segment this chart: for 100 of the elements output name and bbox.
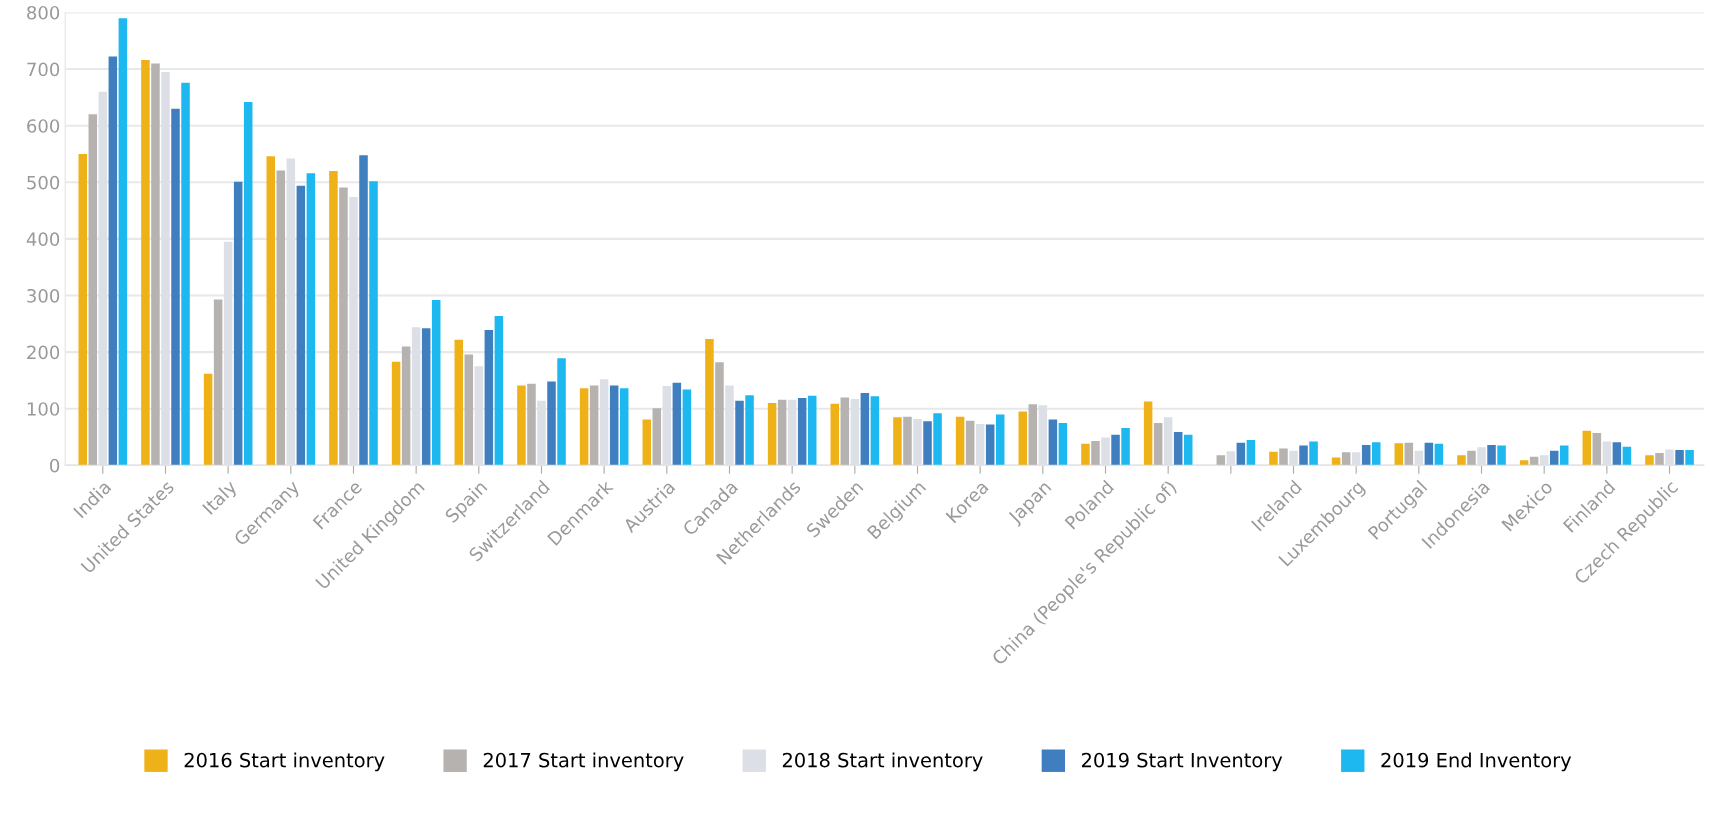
bar <box>1361 444 1371 466</box>
bar <box>557 358 566 466</box>
bar <box>1246 439 1256 466</box>
bar <box>705 339 714 466</box>
bar <box>1018 411 1028 466</box>
bar <box>431 300 441 466</box>
y-tick-label: 300 <box>27 288 60 303</box>
bar <box>1582 430 1592 466</box>
bar <box>965 420 975 466</box>
bar <box>589 385 599 466</box>
bar <box>1434 443 1444 466</box>
bar <box>329 170 338 466</box>
bar <box>807 395 817 466</box>
bar <box>1394 443 1404 466</box>
bar <box>1091 441 1100 466</box>
bar <box>118 18 128 466</box>
legend-label: 2018 Start inventory <box>782 752 983 772</box>
bar <box>1645 455 1654 466</box>
bar <box>1612 442 1622 466</box>
y-tick-label: 100 <box>27 402 60 416</box>
y-tick-label: 200 <box>27 345 60 360</box>
bar <box>1121 428 1130 466</box>
bar <box>985 424 995 466</box>
legend-label: 2016 Start inventory <box>184 752 385 772</box>
bar <box>181 82 190 466</box>
bar <box>1081 443 1090 466</box>
bar <box>1559 445 1569 466</box>
bar <box>1216 455 1226 466</box>
bar <box>642 419 652 466</box>
bar <box>1457 455 1466 466</box>
bar <box>933 413 942 466</box>
bar <box>1467 450 1476 466</box>
bar <box>359 155 368 466</box>
bar <box>1153 422 1163 466</box>
bar <box>609 385 619 466</box>
bar <box>1371 442 1381 466</box>
bar <box>454 339 464 466</box>
bar <box>893 417 902 466</box>
bar <box>672 382 682 466</box>
y-tick-label: 0 <box>50 458 60 473</box>
bar <box>1519 460 1529 466</box>
bar <box>78 153 88 466</box>
bar <box>203 373 213 466</box>
bar <box>306 173 316 466</box>
bar <box>1028 404 1038 466</box>
bar <box>1549 450 1559 466</box>
bar <box>1497 445 1506 466</box>
bar <box>484 330 494 466</box>
bar <box>213 299 223 466</box>
bar <box>1143 401 1153 466</box>
bar <box>1279 448 1288 466</box>
bar <box>1331 457 1341 466</box>
legend-label: 2019 End Inventory <box>1381 752 1572 772</box>
bar <box>151 63 160 466</box>
bar <box>777 399 787 466</box>
bar <box>652 408 662 466</box>
y-tick-label: 800 <box>27 5 60 20</box>
bar <box>903 416 912 466</box>
bar <box>1685 450 1694 466</box>
bar <box>797 397 807 466</box>
bar <box>391 361 401 466</box>
bar <box>619 388 629 466</box>
bar <box>296 185 306 466</box>
bar <box>1299 445 1308 466</box>
bar <box>517 385 526 466</box>
legend-label: 2019 Start Inventory <box>1081 752 1283 772</box>
y-tick-label: 500 <box>27 175 60 190</box>
bar <box>1404 442 1414 466</box>
bar <box>233 181 243 466</box>
bar <box>369 181 378 466</box>
bar <box>1183 434 1193 466</box>
bar <box>243 101 253 466</box>
bar <box>830 403 840 466</box>
bar <box>1655 452 1664 466</box>
bar <box>1622 446 1632 466</box>
bar <box>735 400 744 466</box>
bar <box>88 114 98 466</box>
bar <box>1341 452 1351 466</box>
bar <box>1236 442 1246 466</box>
y-tick-label: 600 <box>27 119 60 133</box>
bar <box>840 397 850 466</box>
bar <box>1487 444 1496 466</box>
bar <box>860 392 870 466</box>
bar <box>1592 433 1602 466</box>
bar <box>767 403 777 466</box>
bar <box>1058 422 1068 466</box>
bar <box>682 389 692 466</box>
bar <box>1675 450 1684 466</box>
bar <box>995 414 1005 466</box>
bar <box>715 362 724 466</box>
bar <box>547 381 556 466</box>
y-tick-label: 400 <box>26 232 60 247</box>
bar <box>923 421 932 466</box>
bar <box>1048 419 1058 466</box>
bar <box>266 156 276 466</box>
bar <box>579 388 589 466</box>
bar <box>870 396 880 466</box>
bar <box>1309 441 1318 466</box>
bar <box>171 108 180 466</box>
bar <box>1424 442 1434 466</box>
